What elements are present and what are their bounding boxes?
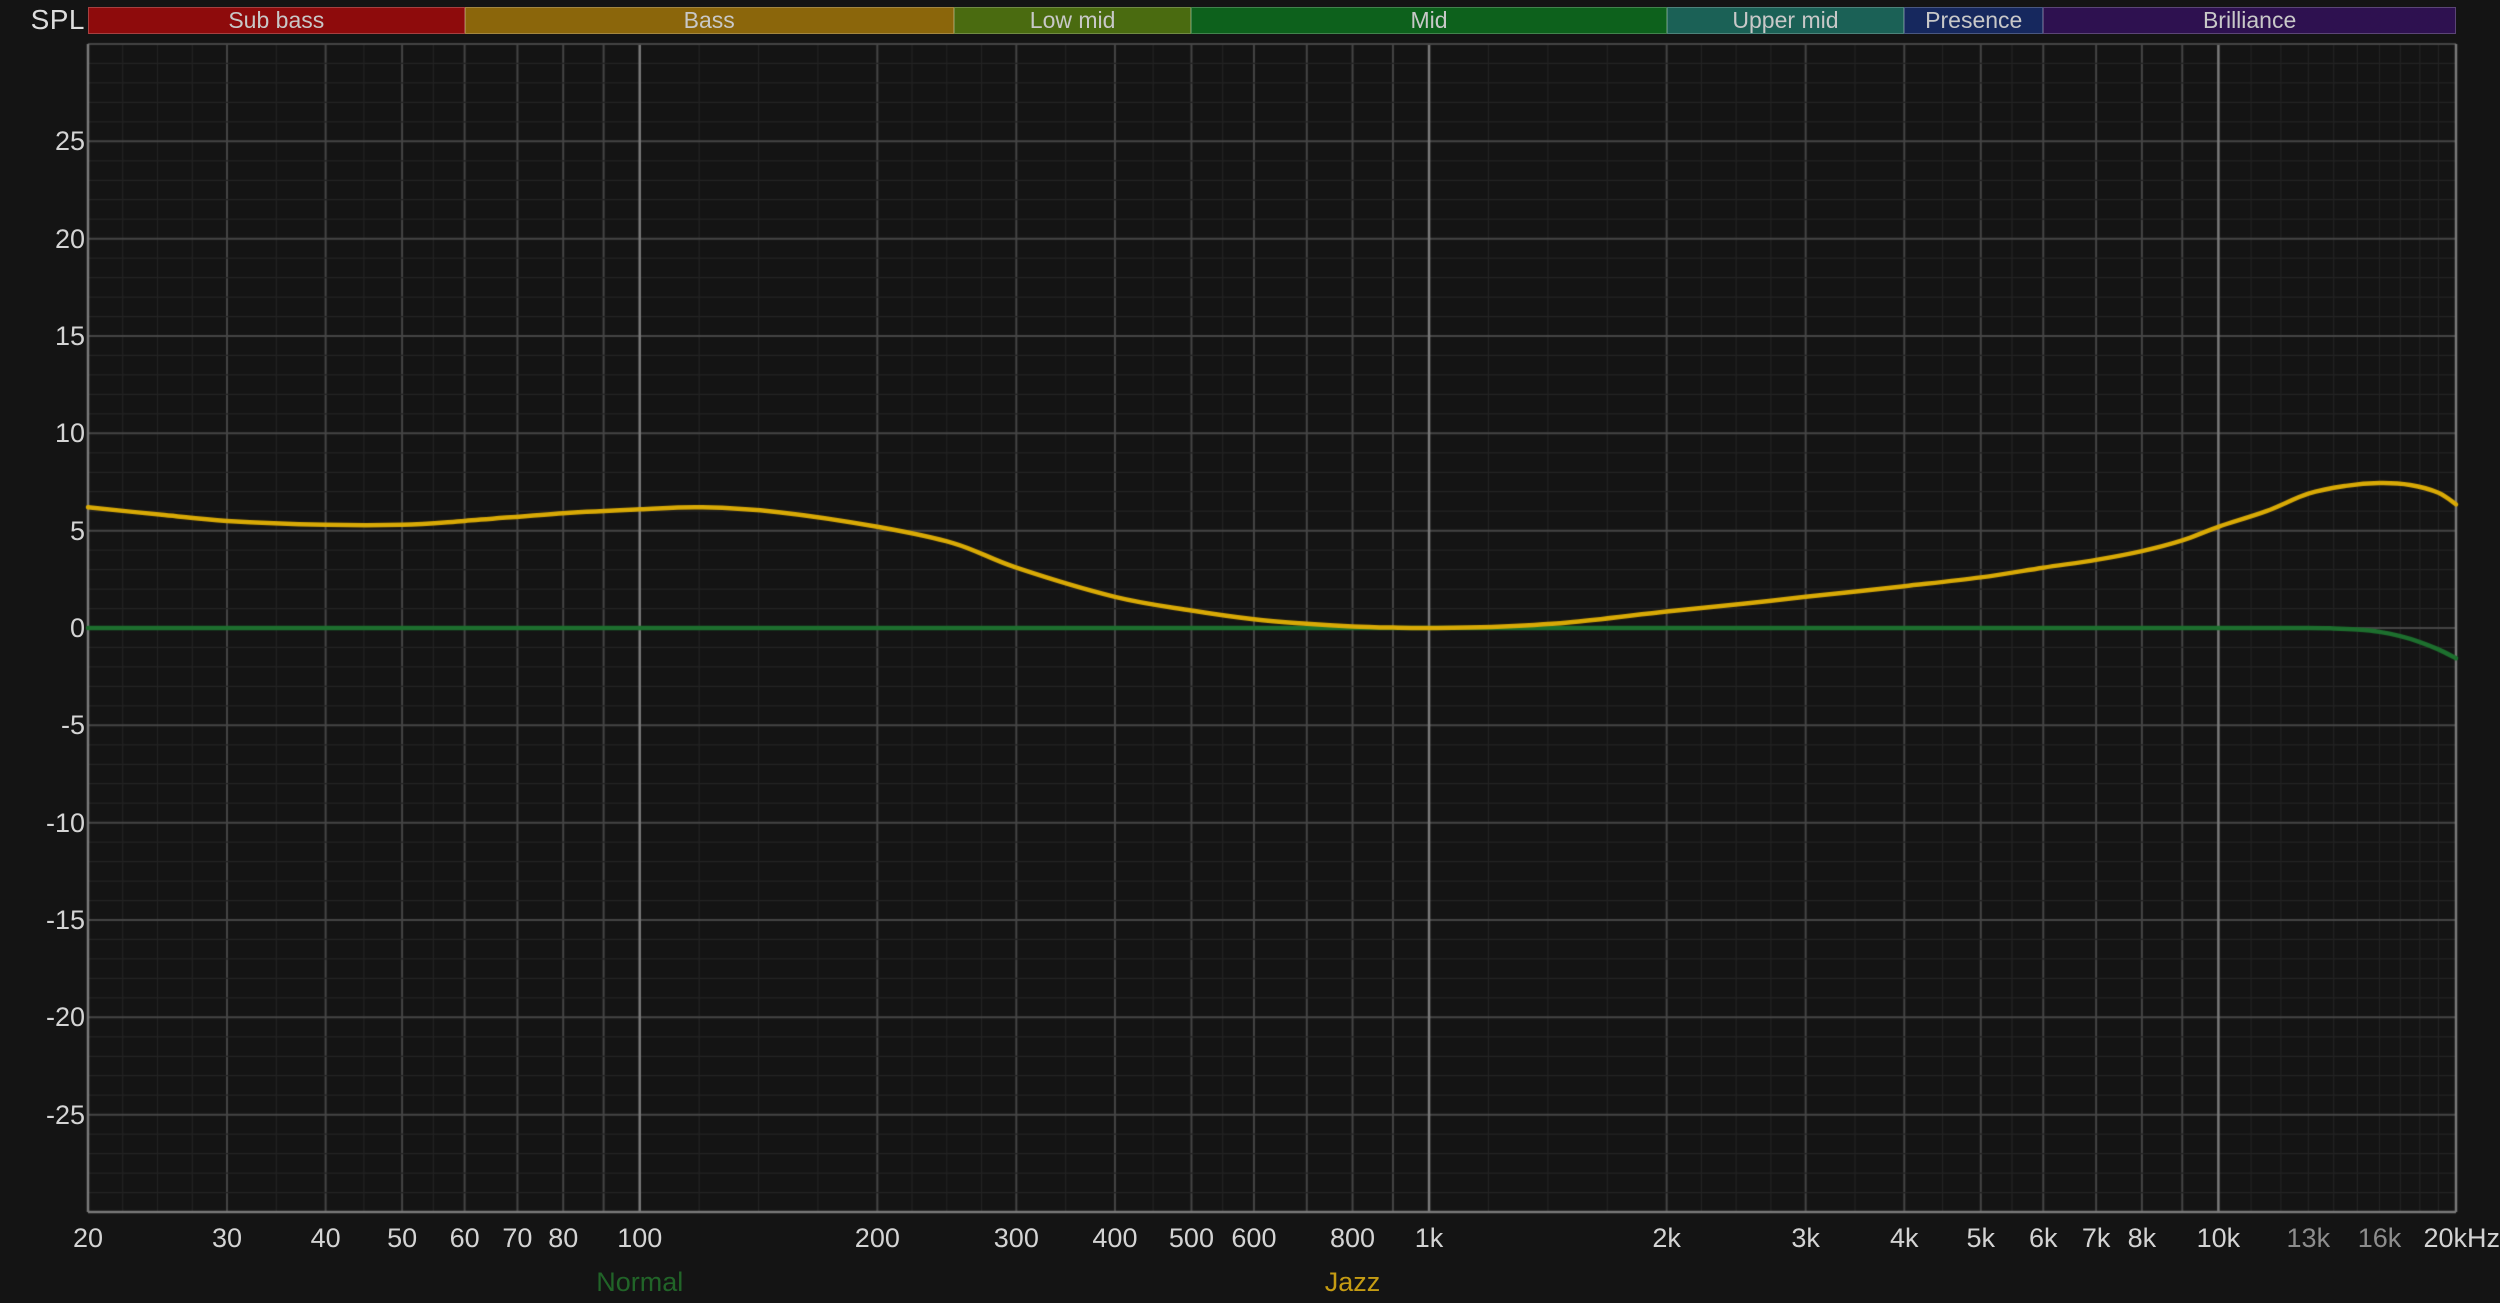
band-label: Sub bass <box>228 7 325 33</box>
band-bass: Bass <box>464 7 954 34</box>
x-tick-label: 8k <box>2127 1223 2157 1253</box>
x-tick-label: 30 <box>211 1223 242 1253</box>
y-tick-label: -25 <box>45 1099 85 1130</box>
x-tick-label: 40 <box>310 1223 341 1253</box>
band-mid: Mid <box>1191 7 1667 34</box>
y-tick-label: -20 <box>45 1002 85 1033</box>
y-tick-label: -10 <box>45 807 85 838</box>
x-tick-label: 300 <box>993 1223 1039 1253</box>
y-tick-label: 20 <box>54 223 85 254</box>
spl-axis-title: SPL <box>30 4 85 35</box>
frequency-band-row: Sub bass Bass Low mid Mid Upper mid Presence B… <box>0 7 2500 34</box>
preset-label-normal: Normal <box>596 1267 684 1297</box>
x-tick-label: 3k <box>1791 1223 1820 1253</box>
band-brilliance: Brilliance <box>2043 7 2456 34</box>
x-tick-label: 100 <box>617 1223 663 1253</box>
band-label: Upper mid <box>1732 7 1839 33</box>
x-tick-label: 50 <box>387 1223 418 1253</box>
band-label: Mid <box>1410 7 1448 33</box>
x-tick-label: 16k <box>2357 1223 2402 1253</box>
x-tick-label: 70 <box>502 1223 533 1253</box>
x-tick-label: 6k <box>2029 1223 2058 1253</box>
band-upper-mid: Upper mid <box>1666 7 1905 34</box>
x-tick-label: 800 <box>1330 1223 1376 1253</box>
x-tick-label: 10k <box>2196 1223 2241 1253</box>
band-label: Presence <box>1925 7 2023 33</box>
x-tick-label: 1k <box>1414 1223 1444 1253</box>
x-tick-label: 500 <box>1168 1223 1214 1253</box>
x-tick-label: 2k <box>1652 1223 1681 1253</box>
y-tick-label: 10 <box>54 418 85 449</box>
y-tick-label: 25 <box>54 126 85 157</box>
x-tick-label: 60 <box>449 1223 480 1253</box>
preset-label-jazz: Jazz <box>1324 1267 1381 1297</box>
y-tick-label: -5 <box>60 710 85 741</box>
x-tick-label: 80 <box>548 1223 579 1253</box>
band-label: Bass <box>683 7 735 33</box>
y-tick-label: -15 <box>45 905 85 935</box>
x-tick-label: 200 <box>854 1223 900 1253</box>
band-sub-bass: Sub bass <box>88 7 465 34</box>
x-tick-label: 13k <box>2286 1223 2331 1253</box>
band-label: Brilliance <box>2202 7 2297 33</box>
band-low-mid: Low mid <box>953 7 1192 34</box>
y-tick-label: 5 <box>69 515 85 546</box>
band-presence: Presence <box>1904 7 2044 34</box>
x-tick-label: 7k <box>2081 1223 2111 1253</box>
x-tick-label: 600 <box>1231 1223 1277 1253</box>
x-tick-label: 400 <box>1092 1223 1138 1253</box>
y-tick-label: 15 <box>54 321 85 351</box>
x-tick-label: 4k <box>1890 1223 1919 1253</box>
x-tick-label: 20kHz <box>2423 1223 2500 1253</box>
x-tick-label: 20 <box>72 1223 104 1253</box>
band-label: Low mid <box>1029 7 1116 33</box>
y-tick-label: 0 <box>69 613 85 643</box>
x-tick-label: 5k <box>1966 1223 1996 1253</box>
